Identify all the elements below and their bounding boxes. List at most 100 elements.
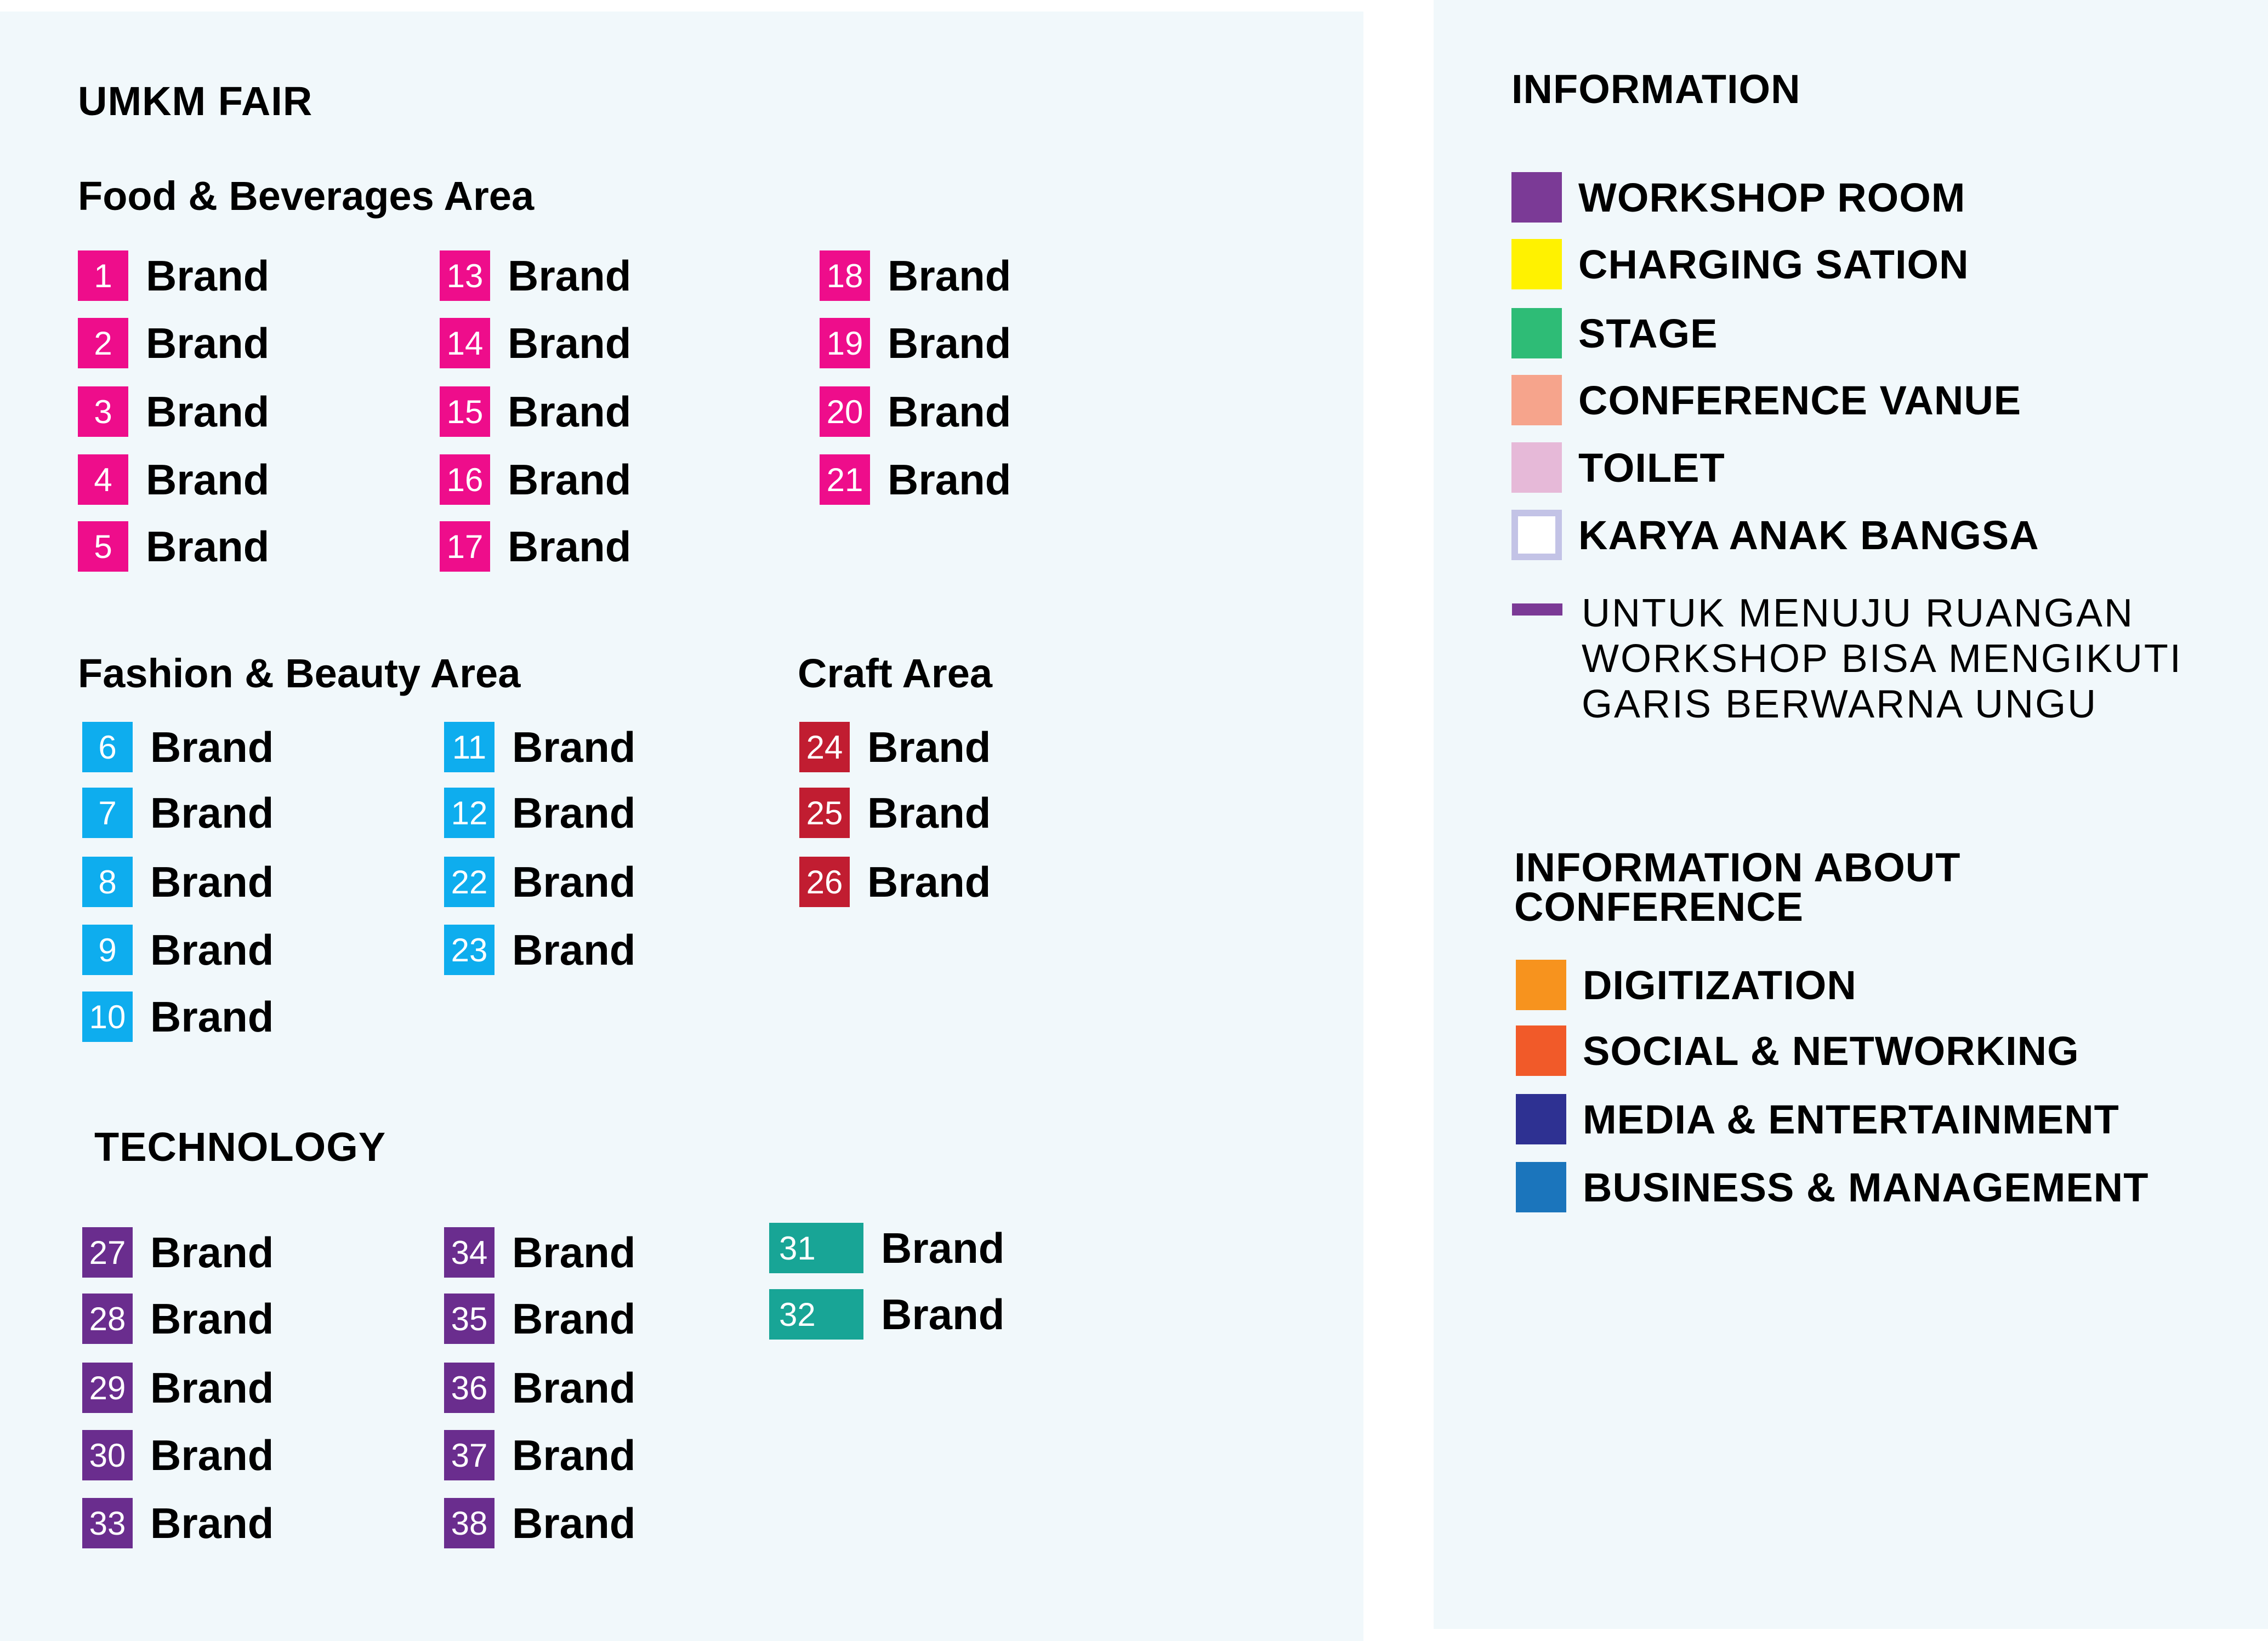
legend-label: CONFERENCE VANUE [1578, 377, 2022, 423]
brand-label: Brand [888, 455, 1011, 504]
brand-number-badge: 1 [78, 250, 128, 301]
brand-label: Brand [512, 1294, 636, 1343]
route-note-line-3: GARIS BERWARNA UNGU [1582, 682, 2098, 726]
route-note-line-1: UNTUK MENUJU RUANGAN [1582, 591, 2135, 635]
conference-legend-item: SOCIAL & NETWORKING [1516, 1025, 2079, 1076]
legend-label: CHARGING SATION [1578, 241, 1969, 287]
brand-item-1: 1 Brand [78, 250, 269, 301]
brand-item-3: 3 Brand [78, 386, 269, 437]
brand-number-badge: 9 [82, 925, 133, 975]
brand-label: Brand [512, 1431, 636, 1479]
brand-label: Brand [512, 1228, 636, 1277]
craft-area-title: Craft Area [798, 651, 993, 696]
brand-number-badge: 30 [82, 1430, 133, 1480]
brand-number-badge: 11 [444, 722, 494, 772]
information-legend-item: KARYA ANAK BANGSA [1511, 510, 2039, 560]
brand-number-badge: 6 [82, 722, 133, 772]
brand-item-32: 32 Brand [769, 1289, 1004, 1340]
brand-number-badge: 2 [78, 318, 128, 368]
legend-color-swatch [1516, 1094, 1566, 1144]
brand-item-15: 15 Brand [440, 386, 631, 437]
brand-label: Brand [146, 522, 270, 571]
brand-number-badge: 26 [799, 857, 850, 907]
legend-color-swatch [1511, 239, 1562, 289]
legend-label: MEDIA & ENTERTAINMENT [1583, 1096, 2119, 1142]
legend-label: KARYA ANAK BANGSA [1578, 512, 2039, 558]
brand-item-10: 10 Brand [82, 992, 274, 1042]
legend-label: BUSINESS & MANAGEMENT [1583, 1164, 2149, 1210]
brand-number-badge: 25 [799, 788, 850, 838]
brand-item-11: 11 Brand [444, 722, 635, 772]
information-legend-item: STAGE [1511, 308, 1718, 358]
brand-label: Brand [150, 788, 274, 837]
brand-item-35: 35 Brand [444, 1294, 635, 1344]
brand-label: Brand [512, 925, 636, 974]
legend-label: SOCIAL & NETWORKING [1583, 1028, 2079, 1074]
fair-title: UMKM FAIR [78, 78, 313, 124]
brand-label: Brand [146, 318, 270, 367]
conference-legend-item: BUSINESS & MANAGEMENT [1516, 1162, 2148, 1212]
brand-item-8: 8 Brand [82, 857, 274, 907]
brand-label: Brand [146, 387, 270, 436]
brand-item-13: 13 Brand [440, 250, 631, 301]
brand-number-badge: 21 [820, 454, 870, 505]
brand-item-29: 29 Brand [82, 1363, 274, 1413]
brand-label: Brand [150, 925, 274, 974]
brand-label: Brand [150, 857, 274, 906]
legend-label: DIGITIZATION [1583, 962, 1857, 1008]
brand-number-badge: 37 [444, 1430, 494, 1480]
brand-number-badge: 15 [440, 386, 490, 437]
brand-item-19: 19 Brand [820, 318, 1011, 368]
brand-label: Brand [881, 1223, 1005, 1272]
brand-label: Brand [150, 1294, 274, 1343]
legend-color-swatch [1511, 375, 1562, 425]
information-title: INFORMATION [1511, 66, 1801, 112]
brand-number-badge: 18 [820, 250, 870, 301]
brand-number-badge: 34 [444, 1227, 494, 1278]
brand-number-badge: 36 [444, 1363, 494, 1413]
brand-number-badge: 35 [444, 1294, 494, 1344]
brand-item-37: 37 Brand [444, 1430, 635, 1480]
brand-number-badge: 4 [78, 454, 128, 505]
brand-item-36: 36 Brand [444, 1363, 635, 1413]
conference-title-line-1: INFORMATION ABOUT [1514, 845, 1961, 890]
brand-item-28: 28 Brand [82, 1294, 274, 1344]
legend-color-swatch [1516, 1025, 1566, 1076]
brand-number-badge: 10 [82, 992, 133, 1042]
brand-label: Brand [146, 455, 270, 504]
brand-item-4: 4 Brand [78, 454, 269, 505]
conference-title-line-2: CONFERENCE [1514, 884, 1804, 930]
legend-color-swatch [1516, 960, 1566, 1010]
brand-number-badge: 17 [440, 521, 490, 572]
brand-number-badge: 32 [769, 1289, 863, 1340]
brand-label: Brand [150, 1228, 274, 1277]
brand-label: Brand [888, 251, 1011, 300]
legend-color-swatch [1511, 510, 1562, 560]
brand-number-badge: 20 [820, 386, 870, 437]
brand-item-38: 38 Brand [444, 1498, 635, 1548]
legend-label: WORKSHOP ROOM [1578, 174, 1966, 220]
brand-item-16: 16 Brand [440, 454, 631, 505]
brand-item-33: 33 Brand [82, 1498, 274, 1548]
brand-item-9: 9 Brand [82, 925, 274, 975]
brand-item-5: 5 Brand [78, 521, 269, 572]
technology-title: TECHNOLOGY [94, 1124, 386, 1170]
brand-label: Brand [150, 722, 274, 771]
brand-label: Brand [150, 1363, 274, 1412]
information-legend-item: WORKSHOP ROOM [1511, 172, 1965, 223]
brand-item-30: 30 Brand [82, 1430, 274, 1480]
information-panel [1434, 0, 2268, 1629]
brand-label: Brand [888, 387, 1011, 436]
brand-number-badge: 3 [78, 386, 128, 437]
brand-number-badge: 38 [444, 1498, 494, 1548]
brand-number-badge: 13 [440, 250, 490, 301]
brand-item-21: 21 Brand [820, 454, 1011, 505]
legend-label: STAGE [1578, 310, 1718, 356]
brand-label: Brand [146, 251, 270, 300]
brand-item-24: 24 Brand [799, 722, 991, 772]
brand-item-34: 34 Brand [444, 1227, 635, 1278]
brand-number-badge: 8 [82, 857, 133, 907]
brand-label: Brand [508, 318, 632, 367]
brand-number-badge: 22 [444, 857, 494, 907]
brand-label: Brand [508, 387, 632, 436]
